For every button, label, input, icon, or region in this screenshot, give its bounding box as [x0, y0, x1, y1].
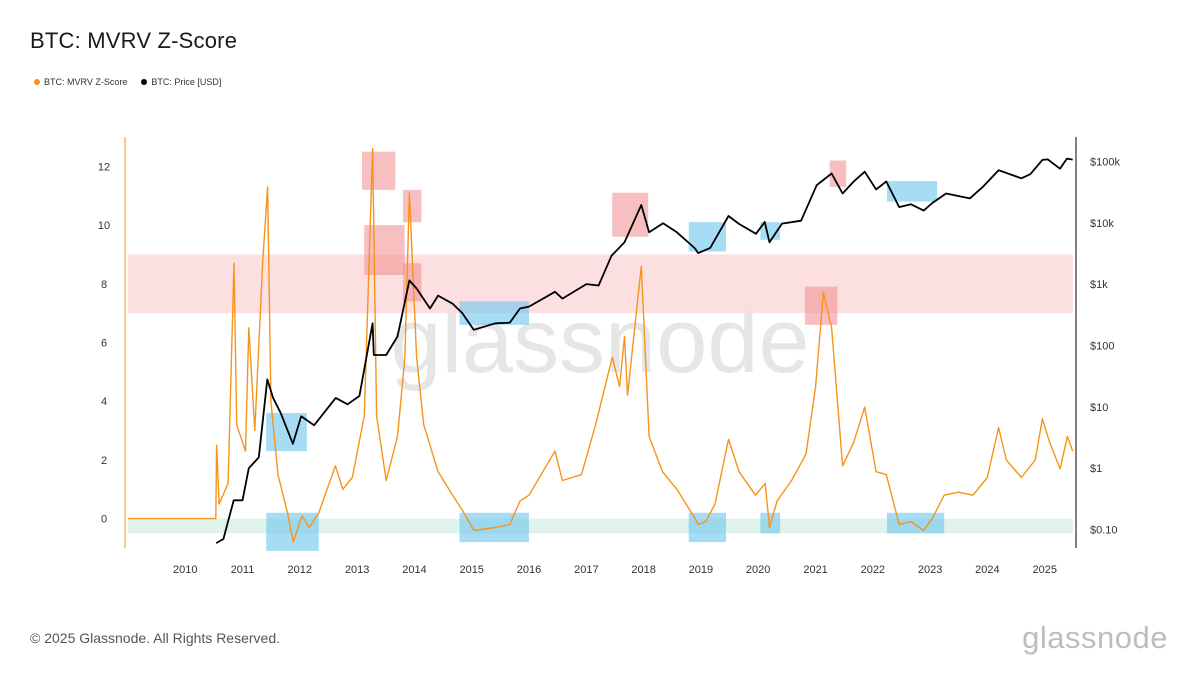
x-tick: 2011: [231, 564, 255, 576]
y-left-tick: 4: [101, 396, 107, 408]
x-tick: 2023: [918, 564, 942, 576]
x-tick: 2018: [631, 564, 655, 576]
y-left-tick: 12: [98, 161, 110, 173]
x-tick: 2015: [459, 564, 483, 576]
y-left-tick: 0: [101, 514, 107, 526]
legend-item-price[interactable]: BTC: Price [USD]: [141, 77, 221, 87]
legend-swatch-price: [141, 79, 148, 85]
highlight-red-0: [364, 225, 405, 275]
highlight-blue-8: [886, 181, 938, 202]
y-left-tick: 2: [101, 455, 107, 467]
x-tick: 2010: [173, 564, 197, 576]
series-line-mvrv: [128, 148, 1074, 543]
x-tick: 2022: [861, 564, 885, 576]
legend: BTC: MVRV Z-Score BTC: Price [USD]: [34, 77, 221, 87]
chart-title: BTC: MVRV Z-Score: [30, 28, 238, 53]
highlight-blue-9: [886, 512, 945, 534]
x-tick: 2012: [288, 564, 312, 576]
band-overvalued: [128, 254, 1073, 314]
band-undervalued: [128, 518, 1073, 534]
x-tick: 2017: [574, 564, 598, 576]
highlight-blue-4: [688, 222, 726, 252]
y-right-tick: $10: [1090, 402, 1108, 414]
y-right-tick: $1: [1090, 463, 1102, 475]
highlight-red-6: [829, 160, 847, 187]
x-tick: 2021: [803, 564, 827, 576]
x-tick: 2024: [975, 564, 999, 576]
y-right-tick: $100: [1090, 340, 1114, 352]
x-tick: 2019: [689, 564, 713, 576]
highlight-red-2: [402, 189, 422, 223]
y-right-tick: $1k: [1090, 279, 1108, 291]
x-tick: 2025: [1033, 564, 1057, 576]
brand-logo: glassnode: [1022, 620, 1168, 655]
series-line-price: [215, 157, 1073, 544]
y-left-tick: 8: [101, 279, 107, 291]
highlight-blue-1: [266, 512, 319, 551]
x-tick: 2016: [517, 564, 541, 576]
y-right-tick: $10k: [1090, 218, 1114, 230]
legend-swatch-mvrv: [34, 79, 40, 85]
x-tick: 2020: [746, 564, 770, 576]
x-tick: 2014: [402, 564, 426, 576]
highlight-red-1: [362, 151, 396, 190]
legend-item-mvrv[interactable]: BTC: MVRV Z-Score: [34, 77, 127, 87]
y-right-tick: $100k: [1090, 156, 1120, 168]
y-right-tick: $0.10: [1090, 525, 1118, 537]
legend-label-price: BTC: Price [USD]: [151, 77, 222, 87]
legend-label-mvrv: BTC: MVRV Z-Score: [44, 77, 128, 87]
highlight-blue-2: [459, 301, 529, 325]
y-left-tick: 10: [98, 220, 110, 232]
x-tick: 2013: [345, 564, 369, 576]
y-left-tick: 6: [101, 338, 107, 350]
copyright-text: © 2025 Glassnode. All Rights Reserved.: [30, 630, 281, 646]
